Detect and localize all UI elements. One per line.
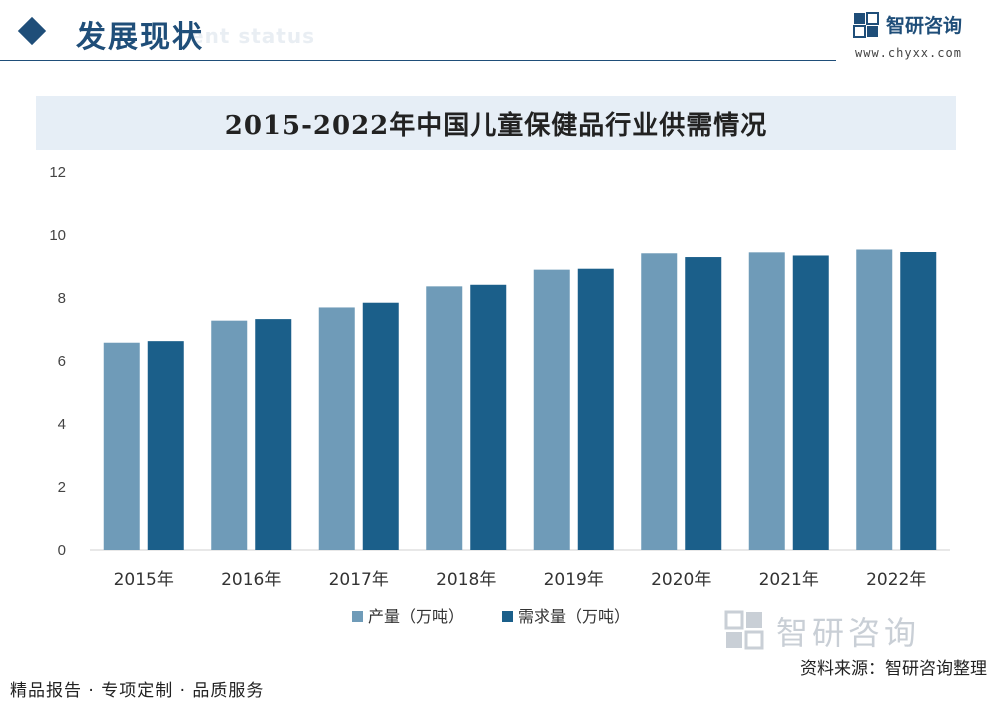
header: ent status 发展现状 智研咨询 www.chyxx.com xyxy=(0,0,1000,70)
x-tick-label: 2022年 xyxy=(866,570,926,590)
legend-label-1: 需求量（万吨） xyxy=(518,607,630,626)
y-tick-label: 6 xyxy=(58,353,66,370)
section-subtitle: ent status xyxy=(190,24,315,48)
bar-demand-0 xyxy=(147,341,184,550)
y-tick-label: 8 xyxy=(58,290,66,307)
x-tick-label: 2017年 xyxy=(329,570,389,590)
x-tick-label: 2019年 xyxy=(544,570,604,590)
x-tick-label: 2015年 xyxy=(114,570,174,590)
bar-demand-1 xyxy=(255,319,292,550)
y-tick-label: 0 xyxy=(58,542,66,559)
chart-title: 2015-2022年中国儿童保健品行业供需情况 xyxy=(224,110,768,141)
x-tick-label: 2018年 xyxy=(436,570,496,590)
bar-demand-2 xyxy=(362,302,399,550)
legend-swatch-0 xyxy=(352,611,363,622)
y-tick-label: 2 xyxy=(58,479,66,496)
bar-production-1 xyxy=(211,320,248,550)
bar-demand-3 xyxy=(470,284,507,550)
bar-production-3 xyxy=(426,286,463,550)
y-tick-label: 4 xyxy=(58,416,66,433)
footer-logo-icon xyxy=(724,610,764,650)
bar-demand-7 xyxy=(900,252,937,550)
x-tick-label: 2020年 xyxy=(651,570,711,590)
header-divider xyxy=(0,60,836,61)
bar-production-0 xyxy=(103,342,140,550)
bar-demand-4 xyxy=(577,268,614,550)
bar-production-5 xyxy=(641,253,678,550)
diamond-icon xyxy=(17,16,47,46)
y-tick-label: 12 xyxy=(49,164,66,181)
brand-name: 智研咨询 xyxy=(886,15,963,37)
legend-label-0: 产量（万吨） xyxy=(368,607,464,626)
chart-title-band: 2015-2022年中国儿童保健品行业供需情况 xyxy=(36,96,956,150)
bar-production-4 xyxy=(533,269,570,550)
footer-services: 精品报告 · 专项定制 · 品质服务 xyxy=(10,681,265,701)
bar-demand-6 xyxy=(792,255,829,550)
bar-production-6 xyxy=(748,252,785,550)
bar-production-7 xyxy=(856,249,893,550)
x-tick-label: 2016年 xyxy=(221,570,281,590)
y-tick-label: 10 xyxy=(49,227,66,244)
bar-chart: 0 2 4 6 8 10 12 2015年 2016年 2017年 2018年 2019年 2020年 2… xyxy=(49,164,950,626)
brand-url[interactable]: www.chyxx.com xyxy=(855,46,962,60)
footer-source: 资料来源：智研咨询整理 xyxy=(800,659,987,679)
bar-demand-5 xyxy=(685,257,722,550)
x-tick-label: 2021年 xyxy=(759,570,819,590)
footer-watermark-brand: 智研咨询 xyxy=(776,614,921,652)
section-title: 发展现状 xyxy=(76,20,204,55)
brand-logo-icon xyxy=(853,12,879,38)
legend-swatch-1 xyxy=(502,611,513,622)
bar-production-2 xyxy=(318,307,355,550)
